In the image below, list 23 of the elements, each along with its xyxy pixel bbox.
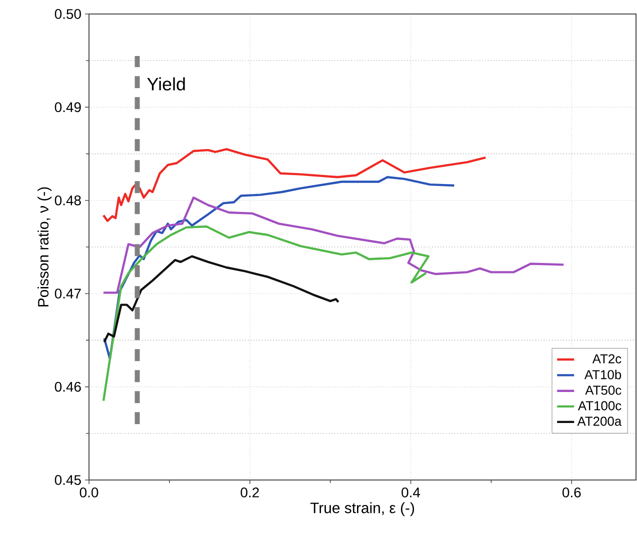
legend-label: AT2c — [592, 354, 622, 364]
y-tick-label: 0.46 — [54, 382, 81, 392]
x-axis-title: True strain, ε (-) — [310, 502, 414, 516]
x-tick-label: 0.6 — [562, 488, 581, 498]
y-tick-label: 0.49 — [54, 102, 81, 112]
y-tick-label: 0.47 — [54, 288, 81, 299]
x-tick-label: 0.0 — [80, 488, 98, 498]
legend-label: AT100c — [578, 401, 622, 410]
line-series — [102, 225, 430, 402]
y-axis-title: Poisson ratio, ν (-) — [38, 187, 52, 306]
legend-label: AT10b — [584, 370, 622, 380]
line-series — [102, 148, 487, 222]
y-tick-label: 0.48 — [54, 195, 81, 206]
x-tick-label: 0.2 — [240, 488, 259, 498]
legend-label: AT200a — [577, 416, 622, 426]
line-series — [102, 196, 565, 294]
y-tick-label: 0.50 — [54, 9, 81, 19]
x-tick-label: 0.4 — [402, 488, 420, 498]
legend-label: AT50c — [585, 386, 622, 395]
line-series — [103, 255, 340, 344]
y-tick-label: 0.45 — [54, 475, 81, 485]
line-series — [103, 176, 456, 360]
ref-line-label: Yield — [147, 77, 185, 90]
